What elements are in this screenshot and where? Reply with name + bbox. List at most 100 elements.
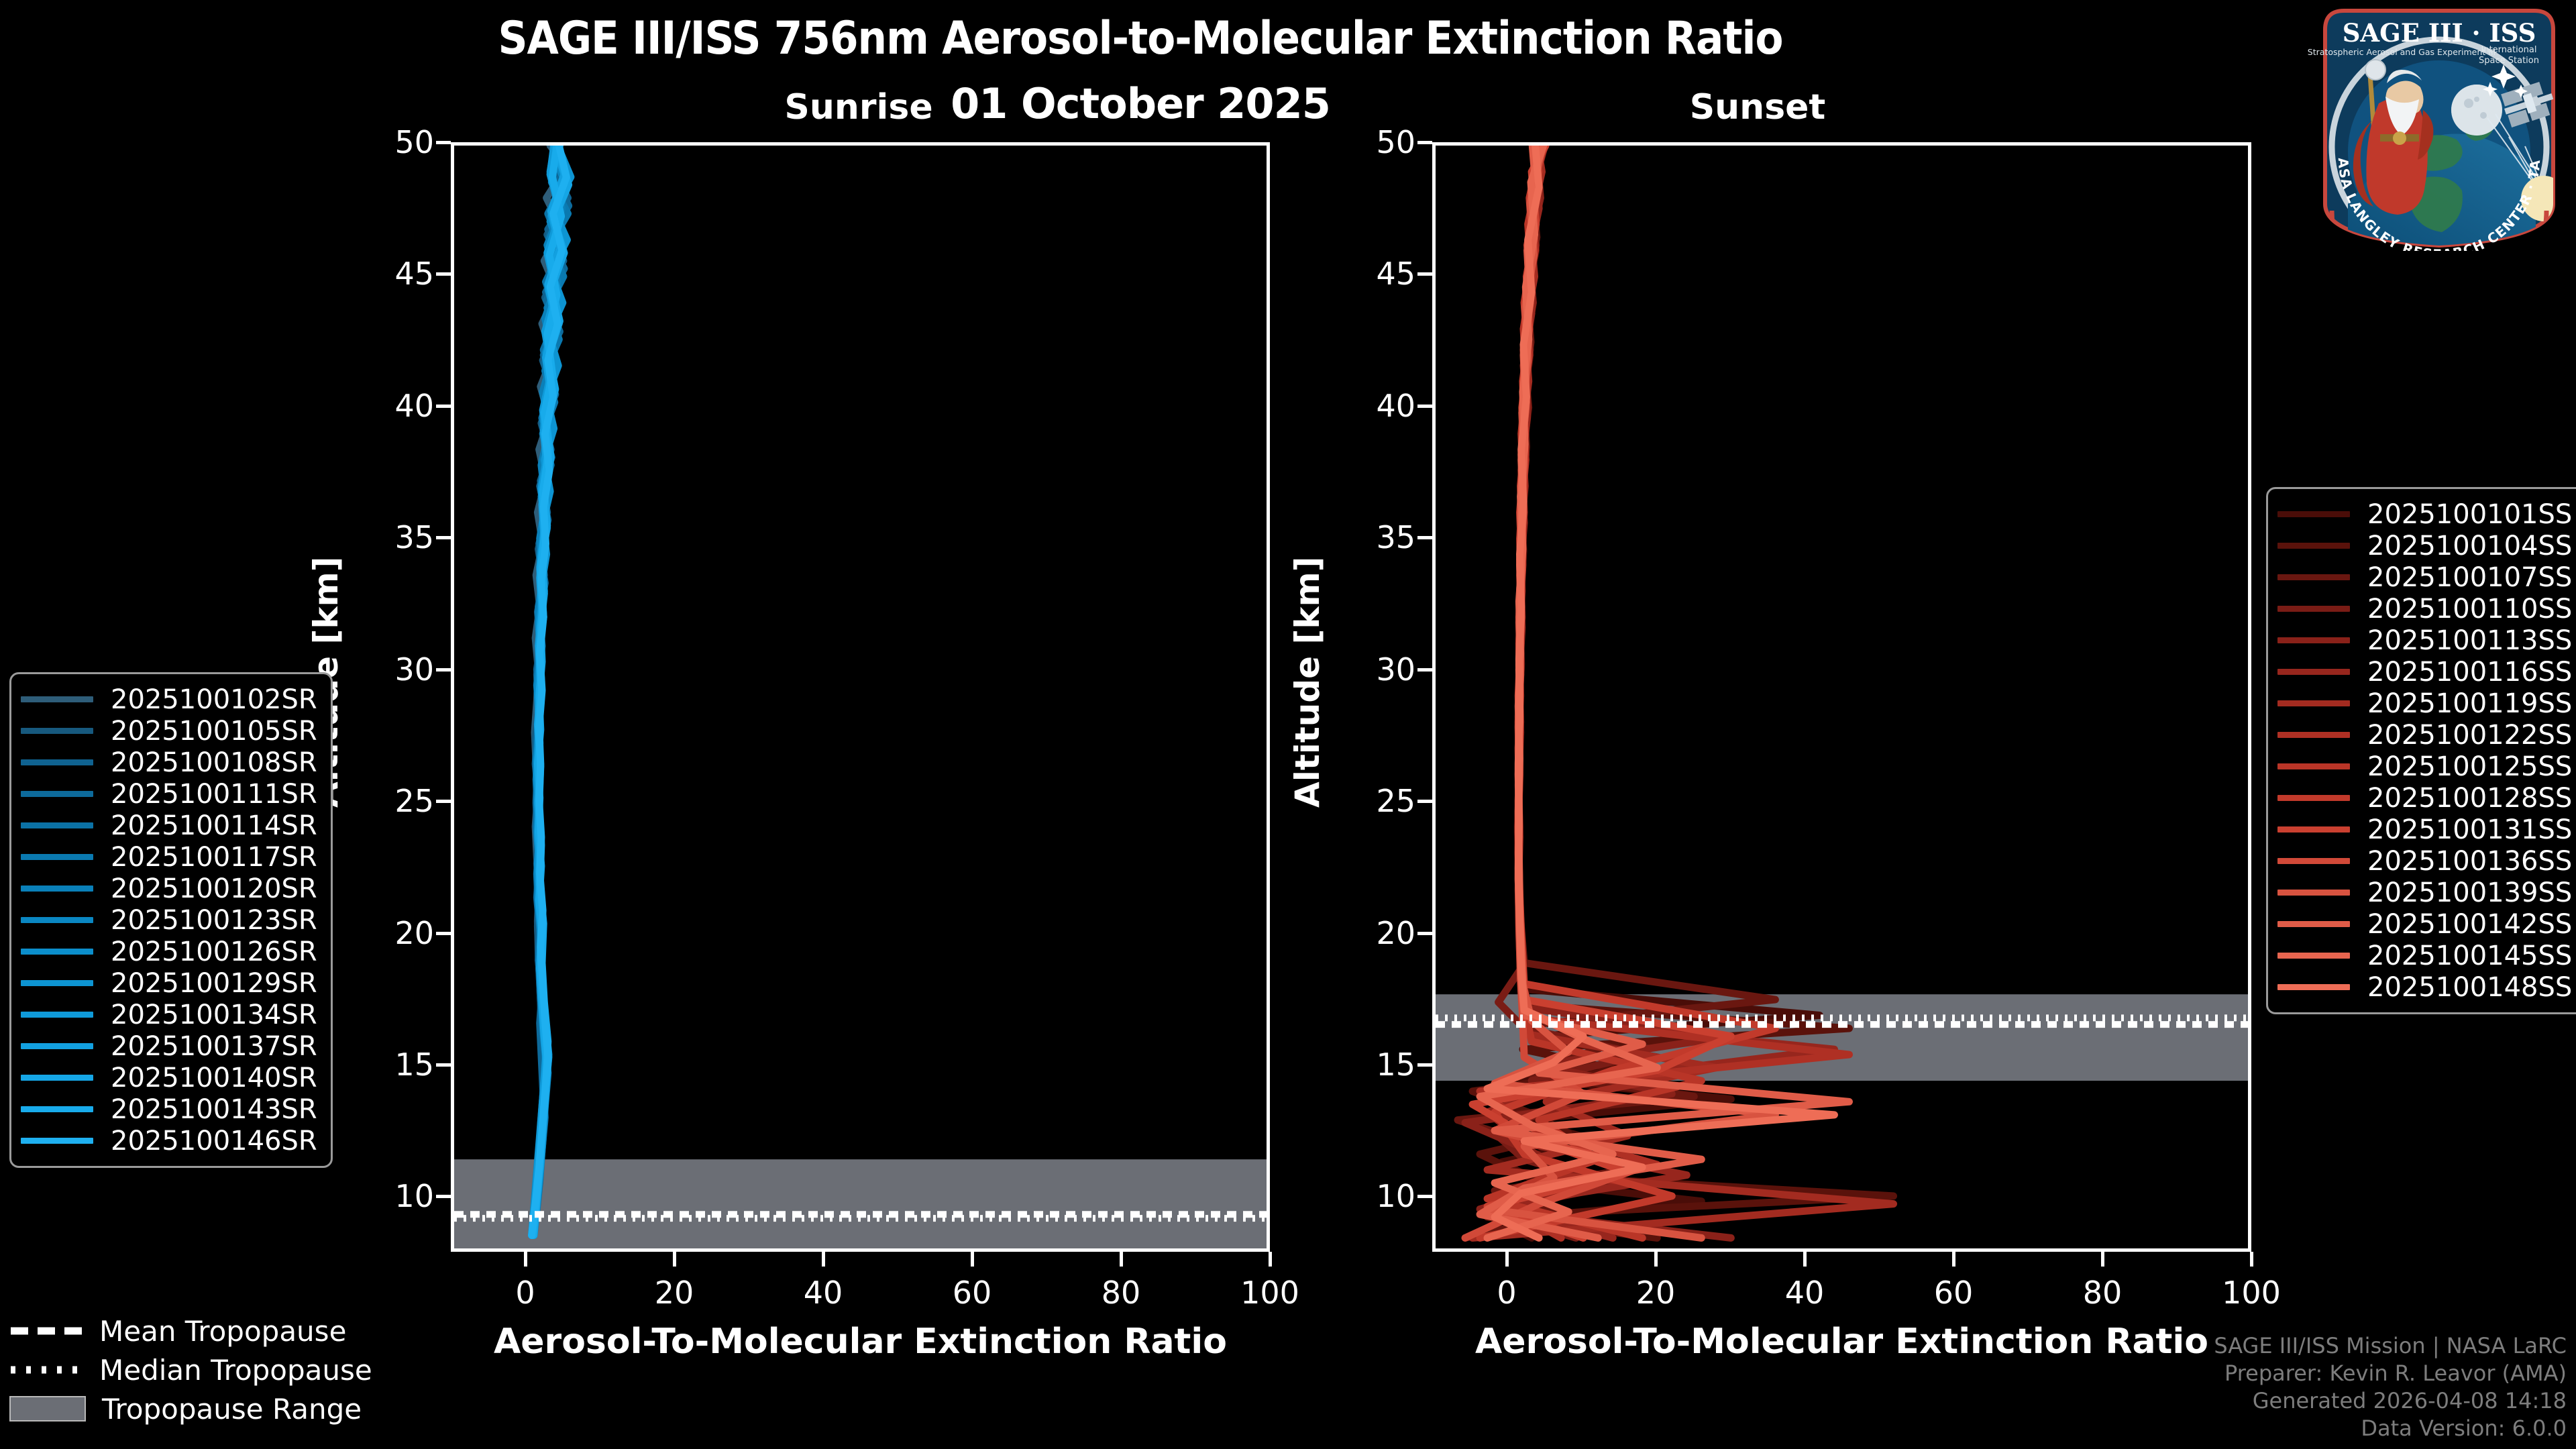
legend-item[interactable]: 2025100137SR <box>21 1030 317 1062</box>
legend-tropopause: Mean Tropopause Median Tropopause Tropopau… <box>9 1311 372 1428</box>
legend-item-label: 2025100114SR <box>111 810 317 841</box>
legend-color-swatch <box>2277 858 2350 864</box>
y-axis-tick-label: 40 <box>1376 387 1415 424</box>
x-axis-tick-label: 60 <box>952 1275 992 1311</box>
legend-item[interactable]: 2025100119SS <box>2277 688 2572 719</box>
legend-item[interactable]: 2025100140SR <box>21 1062 317 1093</box>
data-series-line <box>1483 146 1838 1242</box>
y-axis-tick-mark <box>1417 667 1432 672</box>
legend-item-label: 2025100134SR <box>111 999 317 1030</box>
legend-item-label: 2025100123SR <box>111 904 317 936</box>
x-axis-tick-label: 80 <box>2082 1275 2123 1311</box>
y-axis-tick-mark <box>436 667 451 672</box>
y-axis-tick-mark <box>1417 536 1432 540</box>
legend-color-swatch <box>21 1075 93 1081</box>
legend-item[interactable]: 2025100110SS <box>2277 593 2572 625</box>
y-axis-tick-label: 35 <box>394 519 434 556</box>
legend-item[interactable]: 2025100116SS <box>2277 656 2572 688</box>
legend-item[interactable]: 2025100125SS <box>2277 751 2572 782</box>
legend-item-label: 2025100122SS <box>2367 719 2573 751</box>
x-axis-tick-mark <box>2250 1252 2253 1267</box>
legend-item[interactable]: 2025100145SS <box>2277 940 2572 971</box>
legend-item-label: 2025100137SR <box>111 1030 317 1062</box>
legend-item[interactable]: 2025100122SS <box>2277 719 2572 751</box>
x-axis-tick-mark <box>1120 1252 1123 1267</box>
x-axis-tick-mark <box>1952 1252 1955 1267</box>
y-axis-tick-label: 40 <box>394 387 434 424</box>
legend-item[interactable]: 2025100131SS <box>2277 814 2572 845</box>
x-axis-tick-mark <box>524 1252 527 1267</box>
y-axis-tick-label: 45 <box>394 256 434 292</box>
legend-item-label: 2025100120SR <box>111 873 317 904</box>
x-axis-tick-mark <box>1654 1252 1658 1267</box>
y-axis-tick-mark <box>1417 800 1432 804</box>
y-axis-tick-mark <box>436 1195 451 1199</box>
legend-item-label: 2025100148SS <box>2367 971 2573 1003</box>
x-axis-tick-mark <box>971 1252 974 1267</box>
legend-color-swatch <box>2277 511 2350 517</box>
credit-generated: Generated 2026-04-08 14:18 <box>2252 1388 2567 1414</box>
y-axis-tick-label: 15 <box>1376 1046 1415 1083</box>
legend-item[interactable]: 2025100101SS <box>2277 498 2572 530</box>
x-axis-tick-mark <box>822 1252 825 1267</box>
x-axis-tick-mark <box>1803 1252 1807 1267</box>
tropopause-legend-label: Mean Tropopause <box>99 1314 347 1348</box>
legend-color-swatch <box>21 822 93 828</box>
tropopause-legend-label: Median Tropopause <box>99 1353 372 1387</box>
legend-color-swatch <box>21 696 93 702</box>
legend-item-label: 2025100107SS <box>2367 561 2573 593</box>
legend-item[interactable]: 2025100117SR <box>21 841 317 873</box>
legend-item-label: 2025100136SS <box>2367 845 2573 877</box>
legend-item[interactable]: 2025100108SR <box>21 747 317 778</box>
legend-item[interactable]: 2025100126SR <box>21 936 317 967</box>
legend-item[interactable]: 2025100107SS <box>2277 561 2572 593</box>
legend-item[interactable]: 2025100123SR <box>21 904 317 936</box>
legend-item[interactable]: 2025100148SS <box>2277 971 2572 1003</box>
legend-item[interactable]: 2025100114SR <box>21 810 317 841</box>
tropopause-legend-swatch <box>9 1396 86 1421</box>
legend-item[interactable]: 2025100104SS <box>2277 530 2572 561</box>
date-title: 01 October 2025 <box>951 79 1331 128</box>
legend-item-label: 2025100119SS <box>2367 688 2573 719</box>
legend-sunrise[interactable]: 2025100102SR 2025100105SR 2025100108SR 2025… <box>9 672 333 1168</box>
legend-item[interactable]: 2025100143SR <box>21 1093 317 1125</box>
legend-item[interactable]: 2025100134SR <box>21 999 317 1030</box>
legend-color-swatch <box>21 791 93 797</box>
patch-title: SAGE III · ISS <box>2343 18 2536 48</box>
legend-item-label: 2025100145SS <box>2367 940 2573 971</box>
legend-color-swatch <box>21 885 93 892</box>
legend-item[interactable]: 2025100139SS <box>2277 877 2572 908</box>
legend-item-label: 2025100143SR <box>111 1093 317 1125</box>
legend-item-label: 2025100113SS <box>2367 625 2573 656</box>
y-axis-tick-label: 25 <box>1376 783 1415 820</box>
legend-item[interactable]: 2025100142SS <box>2277 908 2572 940</box>
y-axis-tick-mark <box>1417 1063 1432 1067</box>
legend-color-swatch <box>2277 606 2350 612</box>
legend-item[interactable]: 2025100146SR <box>21 1125 317 1157</box>
chart-panel-sunrise <box>451 142 1270 1252</box>
tropopause-legend-label: Tropopause Range <box>102 1392 362 1426</box>
data-series-line <box>528 146 570 1239</box>
legend-item[interactable]: 2025100128SS <box>2277 782 2572 814</box>
legend-color-swatch <box>2277 543 2350 549</box>
patch-subtitle-left: Stratospheric Aerosol and Gas Experiment… <box>2308 47 2496 57</box>
legend-item[interactable]: 2025100113SS <box>2277 625 2572 656</box>
legend-item[interactable]: 2025100136SS <box>2277 845 2572 877</box>
tropopause-legend-item: Mean Tropopause <box>9 1311 372 1350</box>
legend-color-swatch <box>2277 669 2350 675</box>
legend-item[interactable]: 2025100102SR <box>21 684 317 715</box>
legend-item[interactable]: 2025100105SR <box>21 715 317 747</box>
y-axis-tick-mark <box>436 1063 451 1067</box>
legend-item[interactable]: 2025100120SR <box>21 873 317 904</box>
plot-area-sunset <box>1436 146 2248 1248</box>
sage-iii-iss-mission-patch-icon: SAGE III · ISS Stratospheric Aerosol and… <box>2308 3 2555 251</box>
x-axis-tick-mark <box>1269 1252 1272 1267</box>
legend-item[interactable]: 2025100111SR <box>21 778 317 810</box>
legend-color-swatch <box>2277 700 2350 706</box>
legend-sunset[interactable]: 2025100101SS 2025100104SS 2025100107SS 2025… <box>2266 487 2576 1014</box>
y-axis-tick-mark <box>436 404 451 408</box>
legend-color-swatch <box>2277 637 2350 643</box>
legend-item[interactable]: 2025100129SR <box>21 967 317 999</box>
legend-item-label: 2025100126SR <box>111 936 317 967</box>
y-axis-tick-label: 15 <box>394 1046 434 1083</box>
